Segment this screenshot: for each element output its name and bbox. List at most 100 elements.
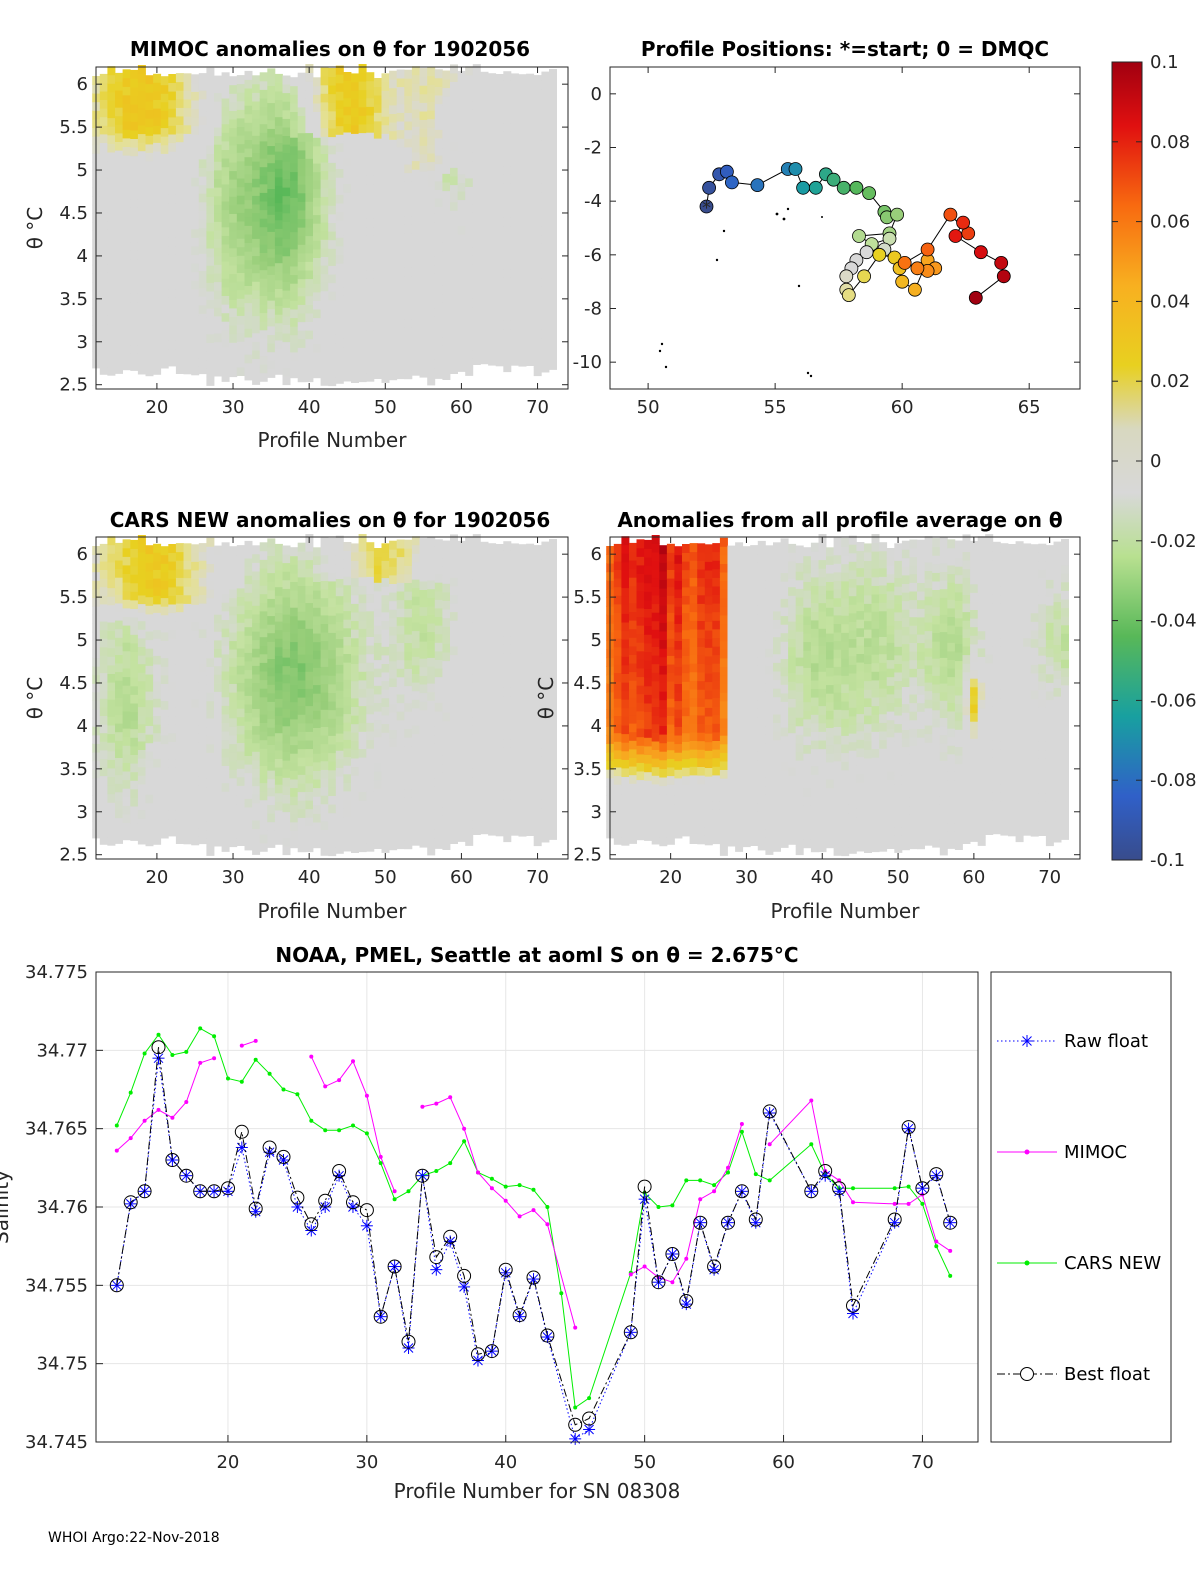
heatmap-cell [145,255,154,265]
heatmap-cell [629,800,637,810]
heatmap-cell [183,210,192,220]
heatmap-cell [541,200,550,210]
heatmap-cell [145,109,154,119]
heatmap-cell [659,742,668,752]
x-tick-label: 20 [145,867,168,888]
heatmap-cell [145,794,154,804]
heatmap-cell [221,244,230,254]
heatmap-cell [115,141,123,151]
heatmap-cell [191,750,200,760]
heatmap-cell [373,163,382,173]
heatmap-cell [244,328,253,338]
heatmap-cell [503,354,512,364]
heatmap-cell [488,783,497,793]
heatmap-cell [503,601,512,611]
heatmap-cell [274,82,283,92]
heatmap-cell [411,203,420,213]
heatmap-cell [480,209,489,219]
heatmap-cell [343,166,352,176]
heatmap-cell [682,827,690,837]
heatmap-cell [503,191,512,201]
heatmap-cell [259,739,268,749]
heatmap-cell [305,774,314,784]
heatmap-cell [137,638,146,647]
heatmap-cell [373,591,382,600]
heatmap-cell [488,150,497,160]
heatmap-cell [488,680,497,690]
title-cars: CARS NEW anomalies on θ for 1902056 [110,508,551,532]
heatmap-cell [503,592,512,602]
heatmap-cell [198,835,207,845]
heatmap-cell [495,750,504,759]
heatmap-cell [252,588,261,598]
heatmap-cell [518,612,527,622]
heatmap-cell [381,732,390,742]
heatmap-cell [229,136,238,146]
heatmap-cell [518,306,527,316]
heatmap-cell [533,742,542,752]
heatmap-cell [343,97,352,107]
heatmap-cell [510,749,519,759]
heatmap-cell [214,212,222,222]
heatmap-cell [659,622,668,632]
heatmap-cell [175,663,184,673]
heatmap-cell [495,818,504,828]
heatmap-cell [404,207,413,217]
heatmap-cell [629,585,637,595]
heatmap-cell [252,751,261,761]
heatmap-cell [533,665,542,675]
heatmap-cell [313,641,321,651]
heatmap-cell [305,791,314,801]
heatmap-cell [320,692,329,702]
heatmap-cell [450,116,458,125]
heatmap-cell [404,164,413,174]
heatmap-cell [214,657,222,667]
heatmap-cell [541,363,550,373]
heatmap-cell [434,590,443,600]
heatmap-cell [252,699,261,709]
heatmap-cell [472,295,481,305]
heatmap-cell [191,630,200,640]
heatmap-cell [419,308,428,318]
heatmap-cell [427,84,436,94]
heatmap-cell [115,347,123,357]
heatmap-cell [373,573,382,583]
heatmap-cell [107,622,116,632]
heatmap-cell [115,81,123,91]
heatmap-cell [533,768,542,778]
heatmap-cell [313,120,321,130]
heatmap-cell [503,268,512,278]
heatmap-cell [419,812,428,822]
heatmap-cell [320,187,329,197]
heatmap-cell [160,820,169,830]
heatmap-cell [290,360,299,370]
heatmap-cell [442,763,451,773]
heatmap-cell [389,600,398,610]
heatmap-cell [320,153,329,163]
heatmap-cell [697,758,706,767]
heatmap-cell [472,559,481,569]
heatmap-cell [145,648,154,658]
heatmap-cell [666,595,675,605]
heatmap-cell [666,835,675,845]
heatmap-cell [297,89,306,99]
heatmap-cell [274,194,283,204]
heatmap-cell [328,196,337,206]
heatmap-cell [541,114,550,124]
heatmap-cell [297,107,306,116]
heatmap-cell [533,83,542,93]
heatmap-cell [282,144,291,154]
heatmap-cell [183,594,192,604]
heatmap-cell [526,271,535,281]
heatmap-cell [442,695,451,704]
heatmap-cell [145,186,154,196]
heatmap-cell [450,279,458,289]
heatmap-cell [191,91,200,101]
heatmap-cell [175,611,184,621]
heatmap-cell [221,602,230,612]
heatmap-cell [434,668,443,678]
heatmap-cell [689,586,698,595]
heatmap-cell [465,186,474,196]
heatmap-cell [305,697,314,707]
heatmap-cell [320,333,329,343]
